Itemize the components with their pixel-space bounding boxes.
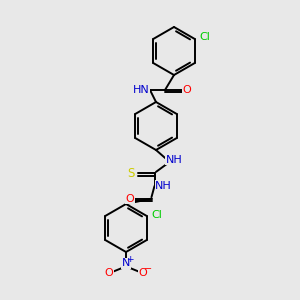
Text: O: O — [139, 268, 148, 278]
Text: NH: NH — [166, 154, 182, 165]
Text: Cl: Cl — [152, 209, 163, 220]
Text: HN: HN — [133, 85, 149, 95]
Text: O: O — [182, 85, 191, 95]
Text: S: S — [128, 167, 135, 180]
Text: N: N — [122, 258, 130, 268]
Text: O: O — [125, 194, 134, 204]
Text: NH: NH — [155, 181, 172, 191]
Text: Cl: Cl — [200, 32, 211, 42]
Text: O: O — [104, 268, 113, 278]
Text: −: − — [144, 264, 152, 274]
Text: +: + — [127, 255, 134, 264]
